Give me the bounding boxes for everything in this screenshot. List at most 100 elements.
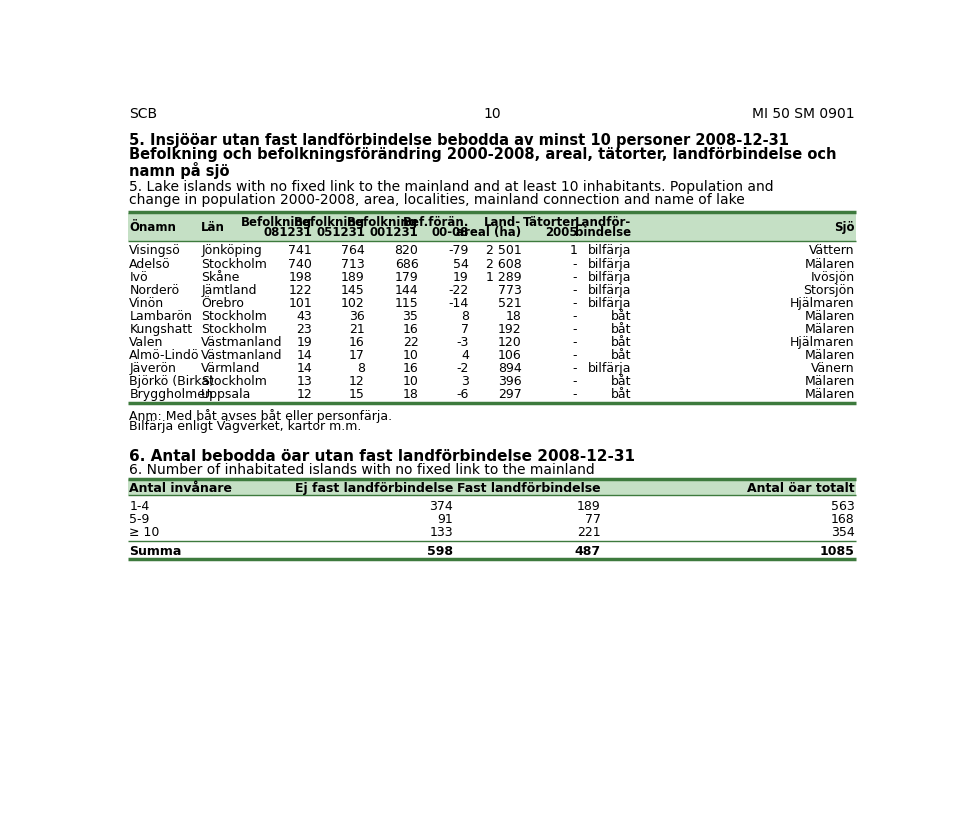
Text: 713: 713 — [341, 258, 365, 271]
Text: 374: 374 — [429, 500, 453, 513]
Text: båt: båt — [611, 336, 632, 349]
Text: Anm: Med båt avses båt eller personfärja.: Anm: Med båt avses båt eller personfärja… — [130, 409, 393, 423]
Text: -22: -22 — [448, 284, 468, 297]
Text: 2 501: 2 501 — [486, 245, 521, 258]
Text: 297: 297 — [497, 389, 521, 402]
Text: Antal invånare: Antal invånare — [130, 482, 232, 495]
Text: 22: 22 — [402, 336, 419, 349]
Text: 12: 12 — [297, 389, 312, 402]
Text: Vänern: Vänern — [811, 362, 854, 375]
Text: 5. Lake islands with no fixed link to the mainland and at least 10 inhabitants. : 5. Lake islands with no fixed link to th… — [130, 180, 774, 194]
Text: Befolkning: Befolkning — [294, 216, 365, 229]
Text: Bryggholmen: Bryggholmen — [130, 389, 213, 402]
Text: Stockholm: Stockholm — [202, 310, 267, 323]
Text: bilfärja: bilfärja — [588, 271, 632, 284]
Text: 5. Insjööar utan fast landförbindelse bebodda av minst 10 personer 2008-12-31: 5. Insjööar utan fast landförbindelse be… — [130, 133, 789, 148]
Text: 122: 122 — [289, 284, 312, 297]
Text: Jönköping: Jönköping — [202, 245, 262, 258]
Text: 12: 12 — [349, 375, 365, 389]
Text: Skåne: Skåne — [202, 271, 240, 284]
Text: Västmanland: Västmanland — [202, 349, 283, 362]
Text: -: - — [573, 336, 577, 349]
Text: Ivösjön: Ivösjön — [810, 271, 854, 284]
Text: 36: 36 — [349, 310, 365, 323]
Text: bilfärja: bilfärja — [588, 245, 632, 258]
Text: båt: båt — [611, 323, 632, 336]
Text: -: - — [573, 297, 577, 310]
Text: SCB: SCB — [130, 107, 157, 121]
Text: Visingsö: Visingsö — [130, 245, 181, 258]
Text: 396: 396 — [498, 375, 521, 389]
Text: Fast landförbindelse: Fast landförbindelse — [457, 482, 601, 495]
Text: 10: 10 — [483, 107, 501, 121]
Text: 21: 21 — [349, 323, 365, 336]
Text: Ivö: Ivö — [130, 271, 148, 284]
Text: 35: 35 — [402, 310, 419, 323]
Text: Örebro: Örebro — [202, 297, 244, 310]
Text: Befolkning: Befolkning — [241, 216, 312, 229]
Text: Mälaren: Mälaren — [804, 323, 854, 336]
Text: MI 50 SM 0901: MI 50 SM 0901 — [752, 107, 854, 121]
Text: Sjö: Sjö — [834, 222, 854, 235]
Text: -2: -2 — [456, 362, 468, 375]
Text: bilfärja: bilfärja — [588, 297, 632, 310]
Text: Tätorter: Tätorter — [523, 216, 577, 229]
Text: 221: 221 — [577, 526, 601, 539]
Text: 189: 189 — [577, 500, 601, 513]
Text: Land-: Land- — [485, 216, 521, 229]
Text: 1-4: 1-4 — [130, 500, 150, 513]
Text: Antal öar totalt: Antal öar totalt — [747, 482, 854, 495]
Text: -: - — [573, 284, 577, 297]
Text: Lambarön: Lambarön — [130, 310, 192, 323]
Text: 106: 106 — [497, 349, 521, 362]
Text: 192: 192 — [498, 323, 521, 336]
Text: Mälaren: Mälaren — [804, 389, 854, 402]
Text: 14: 14 — [297, 362, 312, 375]
Text: 00-08: 00-08 — [431, 226, 468, 239]
Text: 001231: 001231 — [370, 226, 419, 239]
Text: 133: 133 — [430, 526, 453, 539]
Text: Mälaren: Mälaren — [804, 349, 854, 362]
Text: Landför-: Landför- — [575, 216, 632, 229]
Text: -: - — [573, 310, 577, 323]
Text: båt: båt — [611, 389, 632, 402]
Text: 081231: 081231 — [263, 226, 312, 239]
Text: Stockholm: Stockholm — [202, 375, 267, 389]
Text: 5-9: 5-9 — [130, 513, 150, 526]
Text: 2 608: 2 608 — [486, 258, 521, 271]
Text: -: - — [573, 375, 577, 389]
Text: 198: 198 — [288, 271, 312, 284]
Text: Norderö: Norderö — [130, 284, 180, 297]
Text: 894: 894 — [497, 362, 521, 375]
Text: 487: 487 — [574, 545, 601, 558]
Text: namn på sjö: namn på sjö — [130, 162, 229, 179]
Text: 18: 18 — [402, 389, 419, 402]
Text: 23: 23 — [297, 323, 312, 336]
Text: 101: 101 — [288, 297, 312, 310]
Text: bilfärja: bilfärja — [588, 362, 632, 375]
Text: Bilfärja enligt Vägverket, kartor m.m.: Bilfärja enligt Vägverket, kartor m.m. — [130, 420, 362, 433]
Text: 16: 16 — [402, 362, 419, 375]
Text: 102: 102 — [341, 297, 365, 310]
Text: -: - — [573, 323, 577, 336]
Text: 16: 16 — [402, 323, 419, 336]
Text: -14: -14 — [448, 297, 468, 310]
Text: Önamn: Önamn — [130, 222, 177, 235]
Text: Mälaren: Mälaren — [804, 375, 854, 389]
Text: 2005: 2005 — [544, 226, 577, 239]
Text: Jämtland: Jämtland — [202, 284, 257, 297]
Text: 8: 8 — [357, 362, 365, 375]
Text: 17: 17 — [349, 349, 365, 362]
Text: Västmanland: Västmanland — [202, 336, 283, 349]
Text: 563: 563 — [831, 500, 854, 513]
Text: Vinön: Vinön — [130, 297, 164, 310]
Text: båt: båt — [611, 349, 632, 362]
Text: -: - — [573, 349, 577, 362]
Bar — [128, 213, 856, 240]
Text: Län: Län — [202, 222, 226, 235]
Text: 145: 145 — [341, 284, 365, 297]
Text: 6. Antal bebodda öar utan fast landförbindelse 2008-12-31: 6. Antal bebodda öar utan fast landförbi… — [130, 449, 636, 465]
Text: 10: 10 — [402, 349, 419, 362]
Text: 521: 521 — [497, 297, 521, 310]
Text: 43: 43 — [297, 310, 312, 323]
